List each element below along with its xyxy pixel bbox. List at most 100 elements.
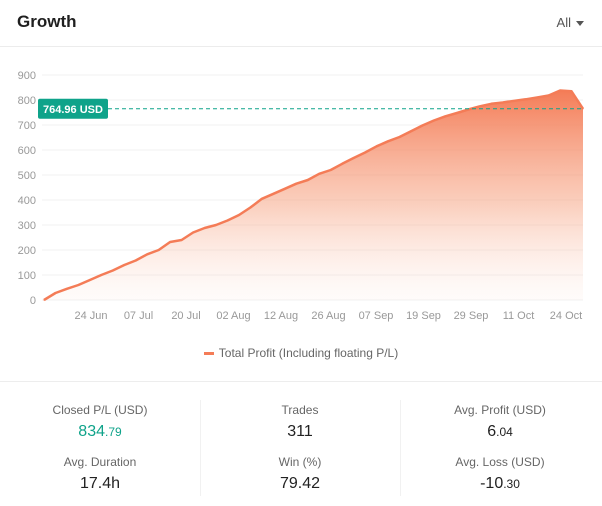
data-point xyxy=(353,157,355,159)
x-tick-label: 02 Aug xyxy=(216,310,250,322)
data-point xyxy=(181,239,183,241)
data-point xyxy=(123,264,125,266)
data-point xyxy=(547,94,550,97)
data-point xyxy=(387,140,389,142)
data-point xyxy=(570,90,573,92)
x-tick-label: 07 Jul xyxy=(124,310,153,322)
data-point xyxy=(158,249,160,251)
stat-value-dec: .04 xyxy=(496,425,513,439)
data-point xyxy=(330,169,332,171)
legend-label: Total Profit (Including floating P/L) xyxy=(218,346,399,360)
y-tick-label: 600 xyxy=(18,145,36,157)
x-tick-label: 12 Aug xyxy=(264,310,298,322)
data-point xyxy=(261,198,263,200)
data-point xyxy=(89,279,91,281)
data-point xyxy=(66,288,68,290)
stat-value-int: -10 xyxy=(480,475,504,492)
stat-avg-loss: Avg. Loss (USD) -10.30 xyxy=(400,455,600,493)
stats-divider xyxy=(400,400,401,496)
data-point xyxy=(135,259,137,262)
stat-avg-duration: Avg. Duration 17.4h xyxy=(0,455,200,493)
reference-badge: 764.96 USD xyxy=(38,98,108,119)
data-point xyxy=(146,253,148,255)
x-tick-label: 24 Oct xyxy=(550,310,582,322)
stat-label: Avg. Duration xyxy=(63,455,137,469)
stat-label: Closed P/L (USD) xyxy=(52,403,148,417)
stat-label: Win (%) xyxy=(278,455,322,469)
data-point xyxy=(582,108,584,110)
data-point xyxy=(456,112,458,114)
period-dropdown[interactable]: All xyxy=(557,15,584,30)
data-point xyxy=(364,151,366,154)
y-tick-label: 100 xyxy=(18,270,36,282)
stats-divider xyxy=(200,400,201,496)
data-point xyxy=(215,224,217,226)
data-point xyxy=(536,96,538,99)
stat-closed-pl: Closed P/L (USD) 834.79 xyxy=(0,403,200,441)
x-tick-label: 07 Sep xyxy=(359,310,394,322)
stat-trades: Trades 311 xyxy=(200,403,400,441)
data-point xyxy=(192,231,194,234)
data-point xyxy=(54,292,57,294)
data-point xyxy=(410,130,412,132)
y-tick-label: 400 xyxy=(18,195,36,207)
stat-value: 17.4h xyxy=(79,475,121,492)
card-header: Growth All xyxy=(0,0,602,47)
stat-value: 834.79 xyxy=(0,423,200,441)
data-point xyxy=(77,284,80,286)
data-point xyxy=(238,214,240,216)
data-point xyxy=(341,163,343,165)
data-point xyxy=(226,219,229,222)
stat-label: Trades xyxy=(281,403,319,417)
series-area xyxy=(44,90,583,300)
data-point xyxy=(490,103,492,105)
legend-swatch xyxy=(203,352,214,356)
stat-label: Avg. Loss (USD) xyxy=(455,455,545,469)
stat-value: 311 xyxy=(287,423,313,440)
stat-value-int: 834 xyxy=(78,423,105,440)
chevron-down-icon xyxy=(576,21,584,27)
data-point xyxy=(307,179,309,181)
x-tick-label: 19 Sep xyxy=(406,310,441,322)
data-point xyxy=(249,206,252,209)
data-point xyxy=(559,89,561,92)
data-point xyxy=(169,241,171,243)
data-point xyxy=(421,124,424,127)
data-point xyxy=(513,100,515,102)
data-point xyxy=(203,227,206,229)
stat-value-dec: .79 xyxy=(105,425,122,439)
stat-value-int: 6 xyxy=(487,423,497,440)
chart-legend: Total Profit (Including floating P/L) xyxy=(0,346,602,360)
stat-avg-profit: Avg. Profit (USD) 6.04 xyxy=(400,403,600,441)
y-tick-label: 700 xyxy=(18,120,36,132)
data-point xyxy=(433,119,435,122)
y-tick-label: 300 xyxy=(18,220,36,232)
y-tick-label: 200 xyxy=(18,245,36,257)
data-point xyxy=(398,136,401,138)
y-axis: 0 100 200 300 400 500 600 700 800 900 xyxy=(18,70,36,307)
series-points xyxy=(43,89,584,301)
period-dropdown-label: All xyxy=(556,15,571,30)
x-tick-label: 29 Sep xyxy=(454,310,489,322)
data-point xyxy=(479,105,481,107)
stat-value-dec: .30 xyxy=(503,477,520,491)
stat-win: Win (%) 79.42 xyxy=(200,455,400,493)
y-tick-label: 0 xyxy=(30,295,36,307)
stat-value: -10.30 xyxy=(400,475,600,493)
stat-label: Avg. Profit (USD) xyxy=(454,403,546,417)
x-axis: 24 Jun 07 Jul 20 Jul 02 Aug 12 Aug 26 Aug 07 S… xyxy=(74,310,582,322)
growth-chart: 0 100 200 300 400 500 600 700 800 900 24 Jun 07 Ju… xyxy=(18,70,585,322)
data-point xyxy=(112,269,114,272)
data-point xyxy=(444,115,446,117)
x-tick-label: 11 Oct xyxy=(503,310,535,322)
y-tick-label: 500 xyxy=(18,170,36,182)
x-tick-label: 26 Aug xyxy=(311,310,345,322)
data-point xyxy=(502,101,504,104)
data-point xyxy=(284,188,286,190)
x-tick-label: 20 Jul xyxy=(171,310,200,322)
data-point xyxy=(43,299,45,301)
page-title: Growth xyxy=(17,12,77,31)
series-line xyxy=(43,89,585,302)
stat-value: 6.04 xyxy=(400,423,600,441)
data-point xyxy=(525,98,527,100)
